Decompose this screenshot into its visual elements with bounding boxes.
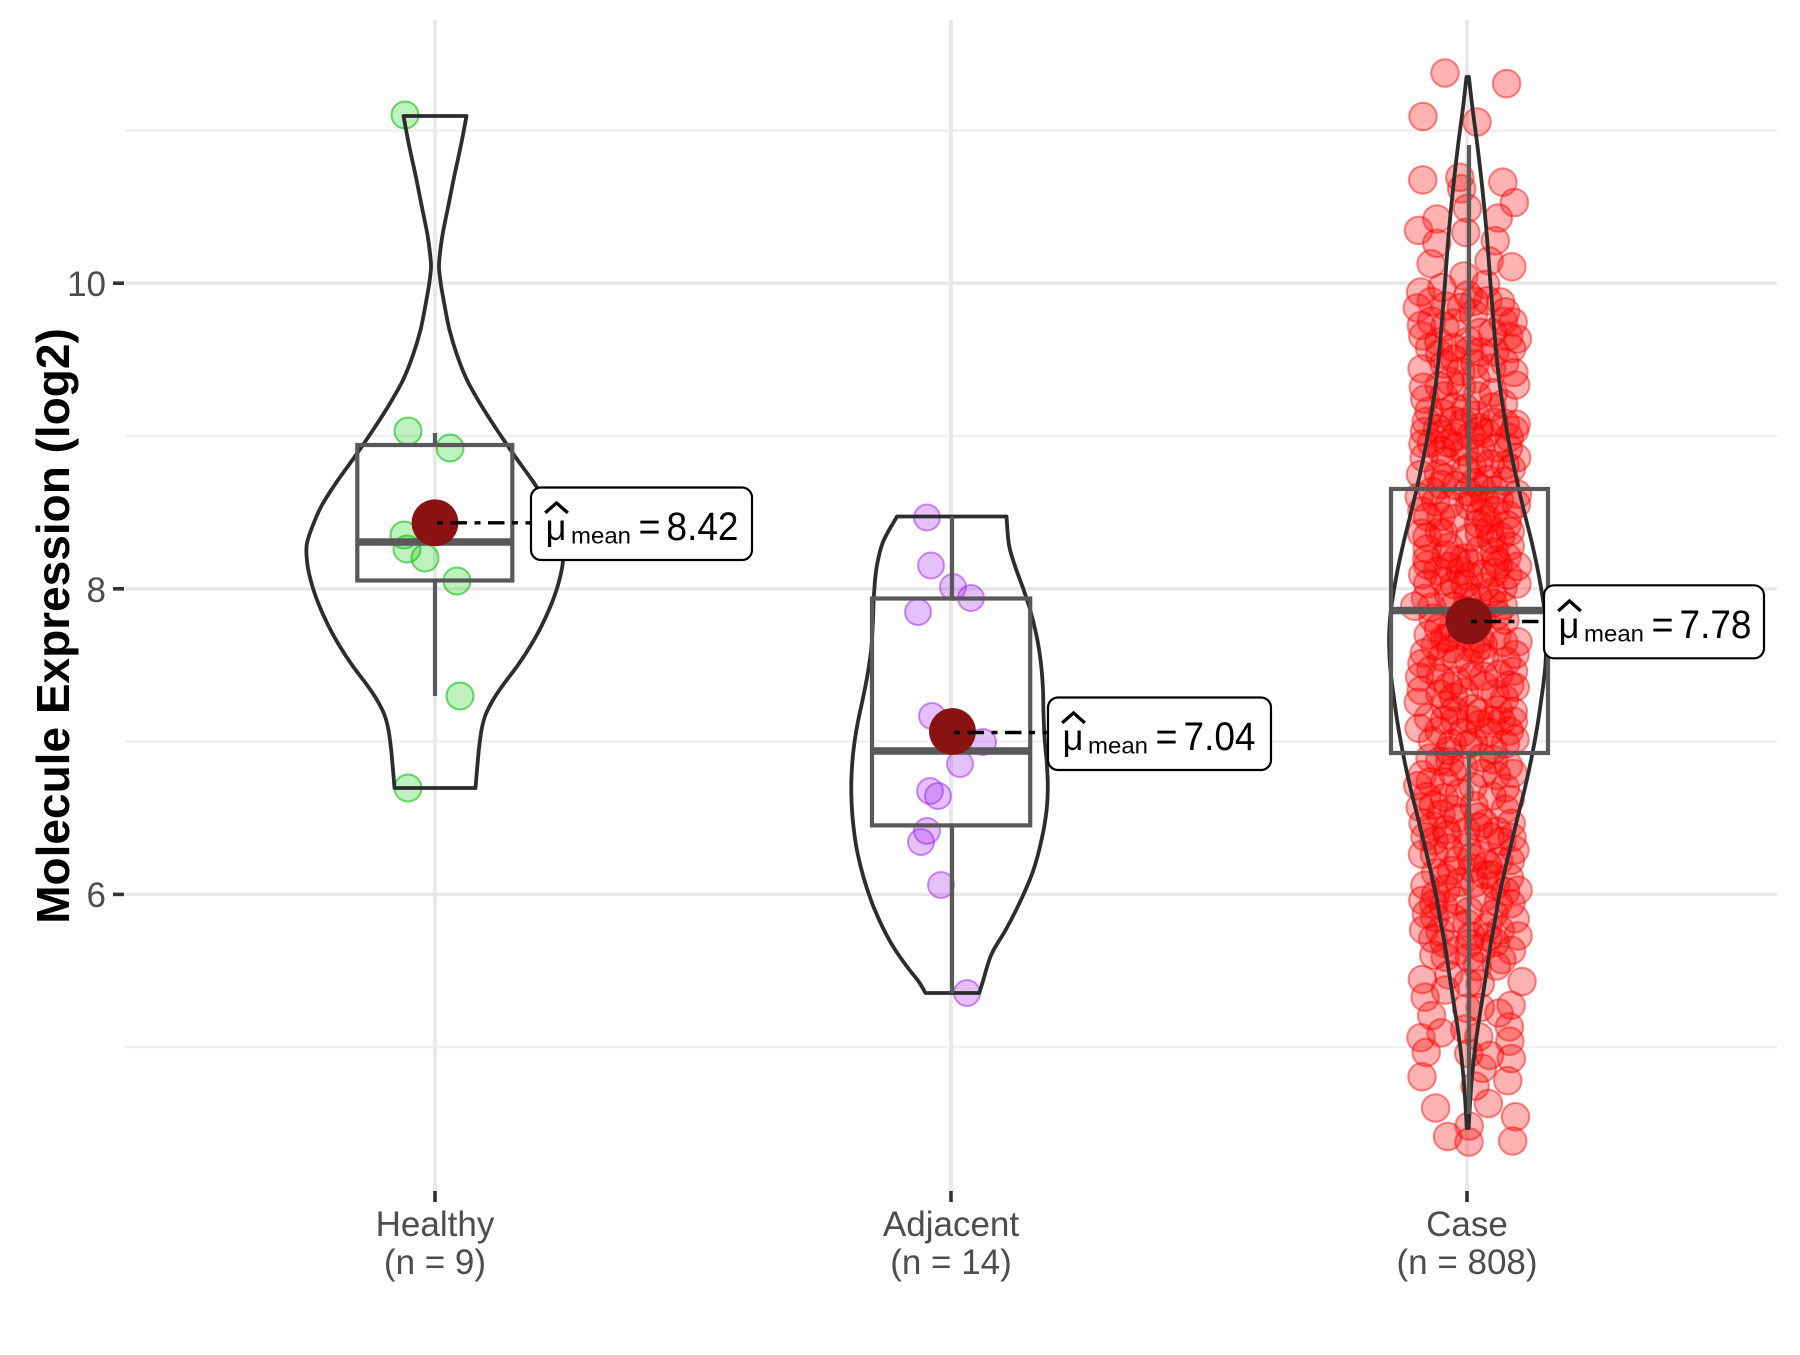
svg-text:μ: μ xyxy=(1063,717,1084,758)
svg-text:8: 8 xyxy=(87,571,106,610)
svg-text:6: 6 xyxy=(87,876,106,915)
svg-text:=: = xyxy=(1156,715,1178,759)
svg-text:mean: mean xyxy=(571,523,631,549)
svg-text:(n = 9): (n = 9) xyxy=(384,1243,486,1282)
svg-text:μ: μ xyxy=(1559,605,1580,646)
svg-text:7.78: 7.78 xyxy=(1680,603,1752,647)
svg-text:μ: μ xyxy=(546,507,567,548)
svg-text:mean: mean xyxy=(1088,733,1148,759)
svg-text:Healthy: Healthy xyxy=(376,1205,495,1244)
svg-text:Molecule Expression (log2): Molecule Expression (log2) xyxy=(27,328,79,924)
svg-text:Case: Case xyxy=(1426,1205,1508,1244)
svg-text:(n = 14): (n = 14) xyxy=(890,1243,1012,1282)
svg-text:=: = xyxy=(1652,603,1674,647)
svg-text:8.42: 8.42 xyxy=(667,505,739,549)
svg-text:(n = 808): (n = 808) xyxy=(1396,1243,1537,1282)
svg-text:10: 10 xyxy=(67,265,106,304)
svg-text:=: = xyxy=(639,505,661,549)
svg-text:Adjacent: Adjacent xyxy=(883,1205,1019,1244)
svg-text:mean: mean xyxy=(1584,621,1644,647)
svg-text:7.04: 7.04 xyxy=(1184,715,1256,759)
